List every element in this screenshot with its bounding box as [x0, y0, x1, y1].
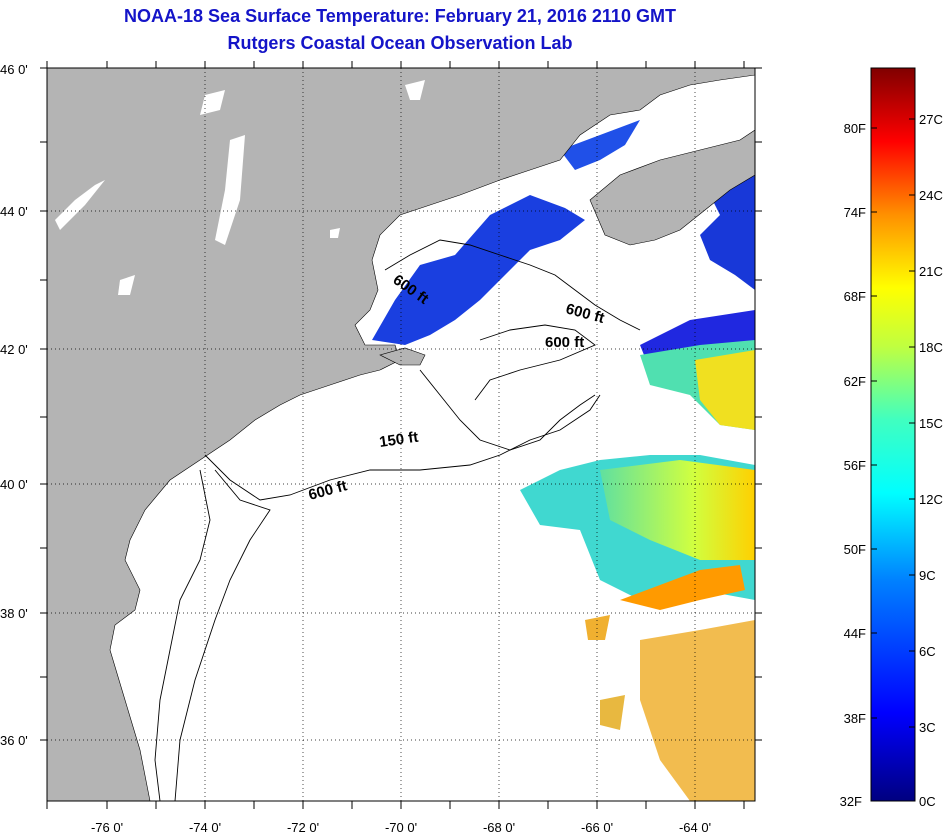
axis-ticks: [40, 61, 762, 809]
lon-label: -74 0': [189, 820, 221, 835]
latitude-labels: 46 0' 44 0' 42 0' 40 0' 38 0' 36 0': [0, 62, 28, 748]
lon-label: -68 0': [483, 820, 515, 835]
colorbar-f-label: 44F: [844, 626, 866, 641]
lat-label: 38 0': [0, 606, 28, 621]
lake-2: [215, 135, 245, 245]
colorbar-f-label: 50F: [844, 542, 866, 557]
contour-line-inner-shelf: [154, 469, 211, 801]
lat-label: 36 0': [0, 733, 28, 748]
colorbar-c-label: 9C: [919, 568, 936, 583]
sst-data-layer: [372, 120, 755, 801]
map-subtitle: Rutgers Coastal Ocean Observation Lab: [227, 33, 573, 53]
lake-6: [330, 228, 340, 238]
contour-label-150: 150 ft: [378, 429, 419, 451]
map-title: NOAA-18 Sea Surface Temperature: Februar…: [124, 6, 676, 26]
lat-label: 42 0': [0, 342, 28, 357]
land-nova-scotia: [589, 129, 755, 246]
lakes-layer: [55, 80, 425, 295]
colorbar-c-label: 6C: [919, 644, 936, 659]
lon-label: -70 0': [385, 820, 417, 835]
sst-patch-warm-core: [695, 350, 755, 430]
contour-label-600-georges: 600 ft: [545, 334, 584, 351]
lat-label: 46 0': [0, 62, 28, 77]
lon-label: -76 0': [91, 820, 123, 835]
contours-layer: [154, 239, 641, 801]
lake-3: [55, 180, 105, 230]
colorbar-f-label: 74F: [844, 205, 866, 220]
colorbar-c-label: 18C: [919, 340, 943, 355]
contour-line-georges: [474, 324, 596, 401]
sst-patch-gulf-of-maine: [372, 195, 585, 345]
contour-line-600-shelf: [204, 394, 601, 501]
lat-label: 40 0': [0, 477, 28, 492]
colorbar-c-label: 27C: [919, 112, 943, 127]
lon-label: -66 0': [581, 820, 613, 835]
colorbar-f-label: 32F: [840, 794, 862, 809]
sst-patch-bay-of-fundy: [560, 120, 640, 170]
colorbar-c-label: 12C: [919, 492, 943, 507]
sst-patch-gulf-stream: [620, 565, 745, 610]
lake-5: [118, 275, 135, 295]
colorbar-c-label: 0C: [919, 794, 936, 809]
colorbar: 80F 74F 68F 62F 56F 50F 44F 38F 32F 27C …: [840, 67, 943, 809]
colorbar-fahrenheit-ticks: [871, 127, 877, 719]
colorbar-f-label: 56F: [844, 458, 866, 473]
sst-patch-south-orange-3: [600, 695, 625, 730]
colorbar-c-label: 3C: [919, 720, 936, 735]
lon-label: -72 0': [287, 820, 319, 835]
sst-patch-shelf-green: [600, 460, 755, 560]
lon-label: -64 0': [679, 820, 711, 835]
colorbar-f-label: 38F: [844, 711, 866, 726]
colorbar-f-label: 62F: [844, 374, 866, 389]
colorbar-c-label: 15C: [919, 416, 943, 431]
contour-line-600-gulf: [384, 239, 641, 331]
lat-label: 44 0': [0, 204, 28, 219]
colorbar-gradient: [870, 67, 916, 802]
lake-1: [200, 90, 225, 115]
land-cape-cod: [379, 347, 426, 366]
colorbar-c-label: 21C: [919, 264, 943, 279]
lake-4: [405, 80, 425, 100]
longitude-labels: -76 0' -74 0' -72 0' -70 0' -68 0' -66 0…: [91, 820, 711, 835]
land-layer: [47, 68, 755, 801]
colorbar-celsius-ticks: [909, 118, 915, 728]
colorbar-f-label: 80F: [844, 121, 866, 136]
sst-patch-south-orange-2: [585, 615, 610, 640]
sst-patch-south-orange-1: [640, 620, 755, 801]
colorbar-f-label: 68F: [844, 289, 866, 304]
colorbar-c-label: 24C: [919, 188, 943, 203]
contour-line-outer-shelf: [174, 469, 271, 801]
